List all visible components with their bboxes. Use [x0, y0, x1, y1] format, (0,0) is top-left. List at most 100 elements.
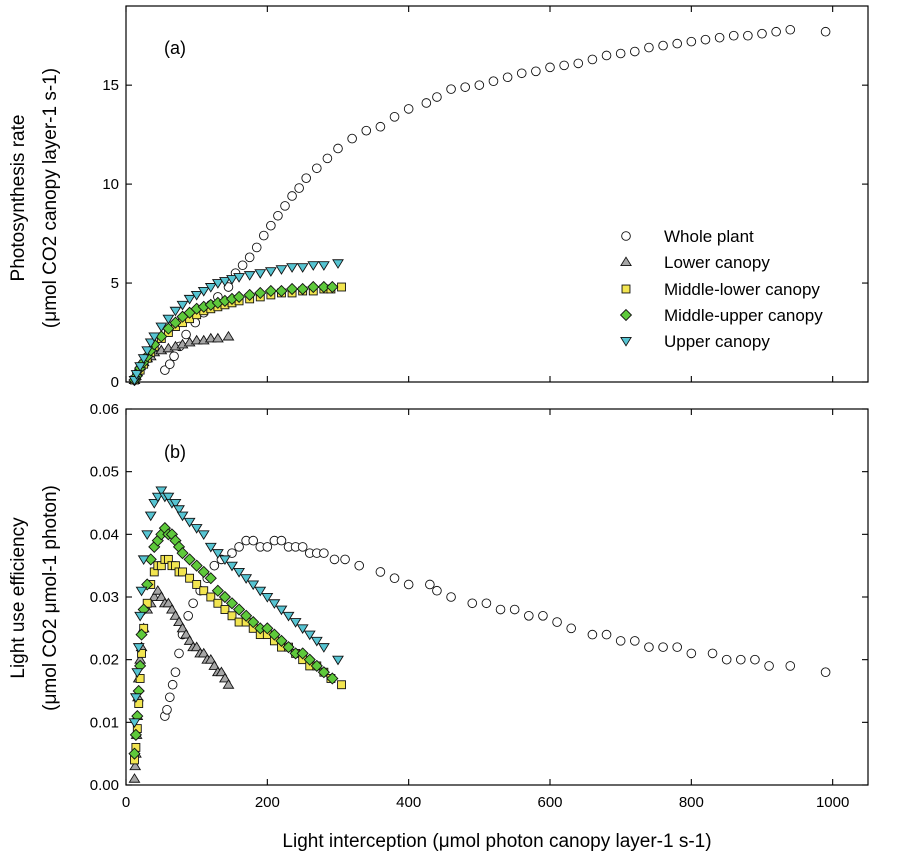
- panel-b-point-whole-plant: [446, 592, 456, 602]
- panel-b-point-middle-lower-canopy: [135, 674, 145, 683]
- panel-a-point-upper-canopy: [264, 267, 277, 277]
- panel-b-point-upper-canopy: [141, 530, 154, 540]
- panel-a-point-whole-plant: [375, 121, 386, 132]
- panel-b-points: [128, 486, 831, 783]
- panel-a-point-middle-upper-canopy: [296, 282, 309, 296]
- panel-a-point-whole-plant: [237, 260, 248, 271]
- panel-b-point-lower-canopy: [204, 654, 217, 664]
- panel-a-point-upper-canopy: [254, 269, 267, 279]
- panel-b-point-whole-plant: [432, 585, 442, 596]
- panel-a-point-whole-plant: [432, 92, 442, 102]
- panel-b-point-lower-canopy: [222, 679, 235, 689]
- panel-b-point-lower-canopy: [129, 760, 142, 771]
- panel-b-point-upper-canopy: [151, 492, 164, 503]
- panel-a-y-tick-label: 0: [111, 374, 119, 391]
- panel-a-point-whole-plant: [258, 230, 269, 241]
- panel-a-point-whole-plant: [601, 50, 612, 61]
- panel-b-x-tick-label: 600: [537, 794, 562, 811]
- panel-b-point-upper-canopy: [310, 636, 323, 647]
- panel-a-point-whole-plant: [474, 80, 485, 90]
- panel-b-frame: [125, 408, 869, 786]
- panel-b-point-upper-canopy: [169, 499, 182, 509]
- panel-a-ticks: 0 5 10 15: [102, 6, 868, 391]
- panel-a-point-whole-plant: [460, 82, 471, 92]
- panel-a-point-middle-upper-canopy: [307, 280, 320, 294]
- panel-b-point-lower-canopy: [128, 773, 141, 783]
- panel-b-point-upper-canopy: [176, 511, 189, 522]
- legend-label-upper-canopy: Upper canopy: [664, 332, 770, 351]
- panel-b-point-middle-lower-canopy: [178, 567, 187, 577]
- panel-b-point-whole-plant: [319, 548, 329, 558]
- panel-b-point-lower-canopy: [166, 603, 178, 614]
- panel-a-point-whole-plant: [658, 40, 668, 51]
- panel-b-point-lower-canopy: [176, 622, 189, 633]
- panel-b-y-tick-label: 0.03: [90, 589, 119, 606]
- panel-b-x-tick-label: 400: [396, 794, 421, 811]
- panel-b: 0 200 400 600 800 1000 0.00 0.01 0.02 0.03 0.04 0.0…: [8, 401, 869, 811]
- panel-b-point-whole-plant: [262, 542, 273, 552]
- panel-a-point-whole-plant: [273, 210, 283, 221]
- panel-b-x-tick-label: 0: [122, 794, 130, 811]
- panel-b-point-whole-plant: [672, 642, 683, 652]
- panel-b-y-axis-title-line2: (μmol CO2 μmol-1 photon): [40, 485, 61, 711]
- panel-b-y-tick-label: 0.01: [90, 714, 119, 731]
- panel-b-point-whole-plant: [403, 579, 414, 590]
- panel-a-y-tick-label: 5: [111, 275, 119, 292]
- panel-a-point-middle-lower-canopy: [337, 282, 346, 292]
- panel-b-point-middle-upper-canopy: [275, 634, 288, 647]
- legend: Whole plant Lower canopy Middle-lower ca…: [619, 227, 823, 351]
- panel-b-point-whole-plant: [188, 598, 198, 609]
- legend-marker-middle-lower-canopy: [621, 284, 631, 294]
- panel-a-points: [128, 24, 831, 387]
- panel-b-y-tick-label: 0.02: [90, 652, 119, 669]
- panel-b-point-upper-canopy: [219, 555, 231, 566]
- panel-a-point-whole-plant: [686, 36, 697, 47]
- panel-b-point-whole-plant: [552, 617, 562, 627]
- panel-b-ticks: 0 200 400 600 800 1000 0.00 0.01 0.02 0.03 0.04 0.0…: [90, 401, 868, 811]
- panel-a-point-whole-plant: [502, 72, 513, 83]
- panel-a-point-whole-plant: [573, 58, 584, 69]
- panel-a-point-whole-plant: [347, 133, 357, 144]
- panel-a-point-whole-plant: [244, 252, 255, 263]
- legend-marker-middle-lower-canopy-shape: [621, 284, 631, 294]
- panel-a-point-whole-plant: [403, 104, 414, 114]
- panel-b-point-whole-plant: [686, 648, 697, 659]
- panel-a-point-upper-canopy: [148, 332, 161, 343]
- panel-a-point-middle-upper-canopy: [317, 280, 330, 294]
- panel-b-point-whole-plant: [165, 692, 175, 703]
- panel-b-point-lower-canopy: [215, 666, 228, 677]
- panel-b-point-whole-plant: [375, 567, 386, 577]
- panel-b-point-upper-canopy: [144, 511, 157, 522]
- panel-b-point-middle-lower-canopy: [206, 592, 216, 602]
- panel-b-point-whole-plant: [248, 535, 259, 546]
- panel-a-frame: [125, 5, 869, 383]
- panel-a-point-whole-plant: [531, 66, 541, 77]
- panel-b-point-upper-canopy: [134, 611, 147, 622]
- panel-a-point-middle-upper-canopy: [232, 290, 246, 303]
- panel-b-point-upper-canopy: [148, 499, 161, 509]
- panel-b-y-tick-label: 0.04: [90, 526, 119, 543]
- panel-a-point-whole-plant: [629, 46, 640, 57]
- panel-a-label: (a): [164, 38, 186, 58]
- legend-item-upper-canopy: Upper canopy: [620, 332, 770, 351]
- panel-b-point-upper-canopy: [128, 718, 141, 728]
- legend-label-middle-lower-canopy: Middle-lower canopy: [664, 280, 820, 299]
- panel-b-point-whole-plant: [495, 604, 506, 615]
- panel-b-point-lower-canopy: [155, 591, 168, 601]
- panel-b-point-whole-plant: [425, 579, 435, 590]
- legend-marker-lower-canopy: [620, 256, 632, 266]
- panel-a-point-upper-canopy: [155, 322, 168, 333]
- panel-a-point-whole-plant: [181, 329, 191, 340]
- panel-a-point-whole-plant: [587, 54, 598, 65]
- panel-b-point-upper-canopy: [183, 517, 196, 528]
- panel-a-point-whole-plant: [421, 98, 432, 108]
- panel-a-point-lower-canopy: [190, 334, 203, 345]
- panel-b-y-tick-label: 0.00: [90, 777, 119, 794]
- panel-b-point-middle-upper-canopy: [204, 572, 217, 585]
- panel-b-point-middle-lower-canopy: [137, 648, 146, 658]
- panel-b-point-middle-upper-canopy: [232, 603, 246, 616]
- panel-b-point-upper-canopy: [303, 630, 316, 641]
- panel-b-point-whole-plant: [276, 535, 287, 546]
- panel-a-point-upper-canopy: [144, 338, 157, 349]
- panel-b-point-upper-canopy: [261, 593, 274, 603]
